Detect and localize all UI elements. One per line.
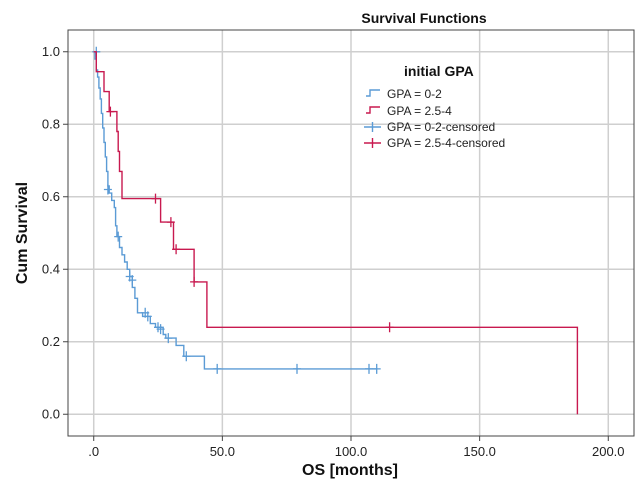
censored-mark-1-2 (166, 217, 175, 228)
censored-mark-1-3 (172, 244, 181, 255)
x-tick-label-2: 100.0 (335, 444, 368, 459)
legend: initial GPA GPA = 0-2 GPA = 2.5-4 GPA = … (364, 63, 505, 150)
series-line-0 (93, 51, 377, 370)
censored-mark-0-12 (293, 363, 301, 374)
legend-swatch-gpa-0-2-censored (364, 122, 381, 132)
legend-label-gpa-0-2: GPA = 0-2 (387, 87, 442, 101)
censored-mark-0-8 (156, 324, 165, 335)
x-tick-label-0: .0 (88, 444, 99, 459)
y-axis-title: Cum Survival (14, 182, 31, 284)
censored-mark-0-9 (164, 333, 173, 344)
legend-item-gpa-0-2-censored: GPA = 0-2-censored (364, 120, 495, 134)
x-tick-label-4: 200.0 (592, 444, 625, 459)
legend-title: initial GPA (404, 63, 474, 79)
legend-item-gpa-2-5-4-censored: GPA = 2.5-4-censored (364, 136, 505, 150)
legend-item-gpa-2-5-4: GPA = 2.5-4 (366, 104, 452, 118)
series-layer (92, 46, 579, 415)
censored-mark-1-4 (190, 276, 199, 287)
censored-mark-0-2 (114, 231, 123, 242)
censored-mark-0-14 (372, 363, 381, 374)
legend-label-gpa-2-5-4: GPA = 2.5-4 (387, 104, 452, 118)
censored-mark-0-10 (182, 351, 191, 362)
x-tick-label-1: 50.0 (210, 444, 235, 459)
x-axis-ticks: .0 50.0 100.0 150.0 200.0 (88, 436, 625, 459)
legend-label-gpa-2-5-4-censored: GPA = 2.5-4-censored (387, 136, 505, 150)
y-tick-label-3: 0.6 (42, 189, 60, 204)
y-tick-label-4: 0.8 (42, 116, 60, 131)
y-tick-label-0: 0.0 (42, 406, 60, 421)
series-line-1 (93, 51, 579, 415)
censored-mark-0-13 (365, 363, 373, 374)
x-tick-label-3: 150.0 (463, 444, 496, 459)
y-axis-ticks: 0.0 0.2 0.4 0.6 0.8 1.0 (42, 44, 68, 421)
censored-mark-1-1 (151, 193, 160, 204)
grid-lines (68, 30, 634, 436)
y-tick-label-1: 0.2 (42, 334, 60, 349)
legend-item-gpa-0-2: GPA = 0-2 (366, 87, 442, 101)
censored-mark-0-11 (213, 363, 222, 374)
y-tick-label-5: 1.0 (42, 44, 60, 59)
x-axis-title: OS [months] (302, 462, 398, 479)
legend-label-gpa-0-2-censored: GPA = 0-2-censored (387, 120, 495, 134)
censored-mark-0-4 (128, 275, 137, 286)
chart-title: Survival Functions (361, 10, 486, 26)
legend-swatch-gpa-2-5-4-censored (364, 138, 381, 148)
legend-swatch-gpa-2-5-4 (366, 106, 380, 114)
censored-mark-0-6 (143, 311, 152, 322)
censored-mark-0-1 (103, 184, 112, 195)
y-tick-label-2: 0.4 (42, 261, 60, 276)
censored-mark-1-5 (385, 322, 394, 333)
censored-mark-1-0 (106, 106, 115, 117)
legend-swatch-gpa-0-2 (366, 89, 380, 97)
